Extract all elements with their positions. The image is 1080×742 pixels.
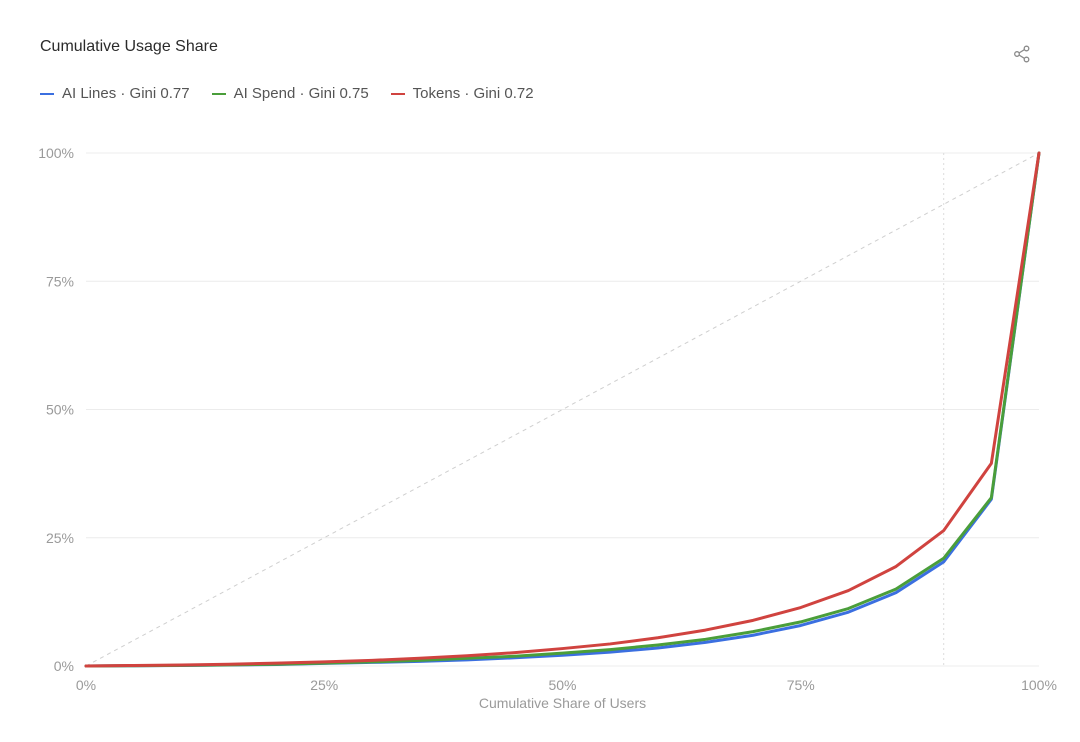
x-tick-label: 25% — [310, 677, 338, 693]
x-tick-label: 0% — [76, 677, 96, 693]
chart-title: Cumulative Usage Share — [40, 38, 218, 55]
y-tick-label: 100% — [38, 145, 74, 161]
legend-swatch — [40, 92, 54, 95]
legend-swatch — [211, 92, 226, 95]
legend-item[interactable]: Tokens · Gini 0.72 — [390, 85, 534, 102]
series-line — [84, 151, 1041, 668]
x-axis-label: Cumulative Share of Users — [479, 695, 646, 711]
chart-legend: AI Lines · Gini 0.77 AI Spend · Gini 0.75… — [40, 85, 534, 102]
x-tick-label: 50% — [548, 677, 576, 693]
x-tick-label: 75% — [787, 677, 815, 693]
legend-label: AI Spend · Gini 0.75 — [233, 85, 369, 102]
legend-item[interactable]: AI Lines · Gini 0.77 — [40, 85, 190, 102]
share-button[interactable] — [1010, 42, 1034, 66]
legend-swatch — [390, 92, 405, 95]
x-tick-label: 100% — [1021, 677, 1057, 693]
y-tick-label: 0% — [54, 658, 74, 674]
legend-item[interactable]: AI Spend · Gini 0.75 — [211, 85, 369, 102]
y-tick-label: 75% — [46, 273, 74, 289]
legend-label: Tokens · Gini 0.72 — [412, 85, 534, 102]
share-icon — [1014, 45, 1030, 63]
legend-label: AI Lines · Gini 0.77 — [62, 85, 190, 102]
y-tick-label: 50% — [46, 402, 74, 418]
y-tick-label: 25% — [46, 530, 74, 546]
